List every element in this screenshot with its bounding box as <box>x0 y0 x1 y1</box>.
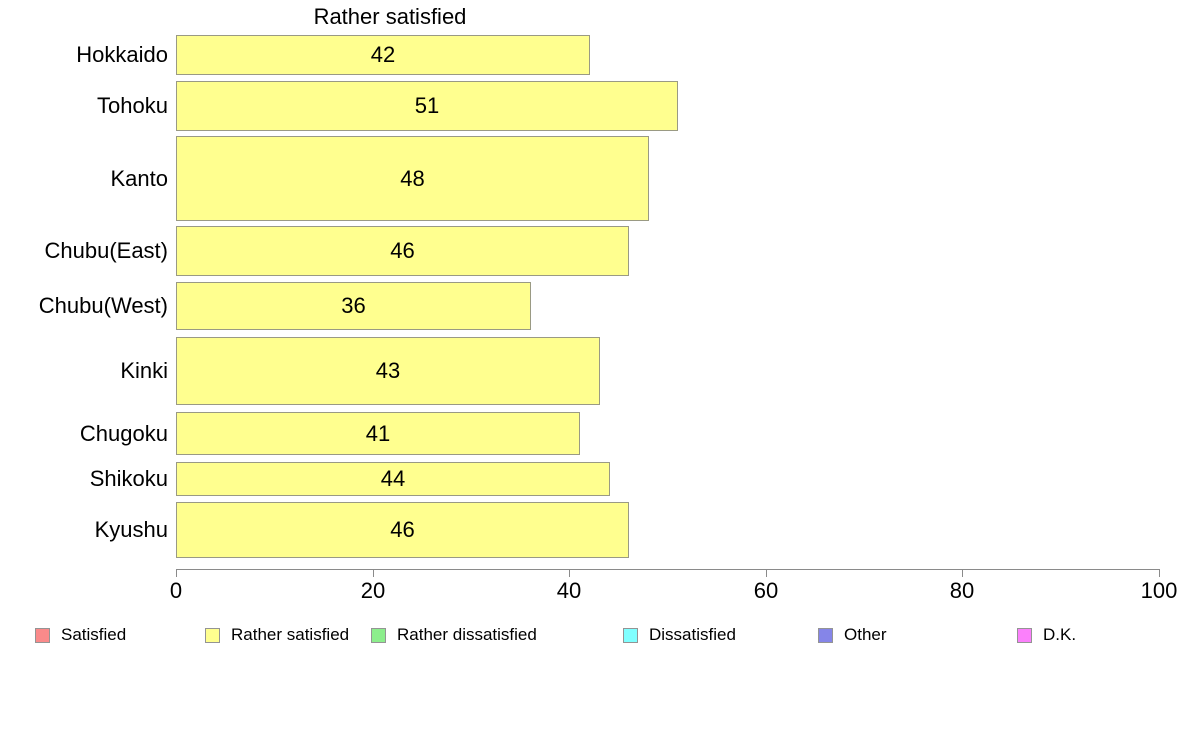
bar-value-label: 44 <box>380 466 406 491</box>
bar-tohoku: 51 <box>176 81 678 131</box>
category-label-chubu-east: Chubu(East) <box>44 238 168 263</box>
x-tick <box>176 569 177 577</box>
legend-label: Other <box>844 625 887 644</box>
category-label-chugoku: Chugoku <box>79 420 168 446</box>
chart-title: Rather satisfied <box>313 4 467 29</box>
legend-swatch-rather-dissatisfied <box>371 627 386 643</box>
legend-item-dissatisfied: Dissatisfied <box>623 625 736 644</box>
category-label-kyushu: Kyushu <box>94 517 168 542</box>
x-tick-label: 80 <box>949 578 975 603</box>
legend-swatch-dissatisfied <box>623 627 638 643</box>
legend-label: Satisfied <box>61 625 127 644</box>
x-tick <box>1159 569 1160 577</box>
legend-item-other: Other <box>818 625 887 644</box>
x-tick-label: 20 <box>360 578 386 603</box>
category-label-kinki: Kinki <box>120 358 168 383</box>
bar-value-label: 43 <box>375 358 401 383</box>
bar-value-label: 36 <box>341 293 366 318</box>
legend-swatch-dk <box>1017 627 1032 643</box>
x-tick <box>569 569 570 577</box>
bar-kinki: 43 <box>176 337 600 405</box>
bar-chugoku: 41 <box>176 412 580 455</box>
bar-chubu-west: 36 <box>176 282 531 330</box>
bar-value-label: 41 <box>365 420 391 446</box>
bar-value-label: 48 <box>400 165 425 191</box>
x-tick-label: 40 <box>556 578 582 603</box>
x-tick <box>766 569 767 577</box>
bar-value-label: 46 <box>390 517 415 542</box>
x-tick-label: 100 <box>1140 578 1178 603</box>
legend-swatch-satisfied <box>35 627 50 643</box>
bar-kanto: 48 <box>176 136 649 221</box>
x-tick <box>962 569 963 577</box>
category-label-hokkaido: Hokkaido <box>76 42 168 67</box>
legend-item-rather-satisfied: Rather satisfied <box>205 625 350 644</box>
legend-label: D.K. <box>1043 625 1077 644</box>
bar-hokkaido: 42 <box>176 35 590 75</box>
legend-swatch-rather-satisfied <box>205 627 220 643</box>
category-label-kanto: Kanto <box>110 165 169 191</box>
bar-kyushu: 46 <box>176 502 629 558</box>
bar-value-label: 46 <box>390 238 415 263</box>
legend-swatch-other <box>818 627 833 643</box>
legend-item-dk: D.K. <box>1017 625 1077 644</box>
legend-label: Rather dissatisfied <box>397 625 537 644</box>
legend-item-rather-dissatisfied: Rather dissatisfied <box>371 625 537 644</box>
category-label-tohoku: Tohoku <box>97 93 168 118</box>
category-label-chubu-west: Chubu(West) <box>38 293 168 318</box>
x-tick <box>373 569 374 577</box>
legend-label: Dissatisfied <box>649 625 736 644</box>
x-tick-label: 0 <box>169 578 183 603</box>
category-label-shikoku: Shikoku <box>89 466 168 491</box>
legend-label: Rather satisfied <box>231 625 350 644</box>
x-tick-label: 60 <box>753 578 779 603</box>
bar-value-label: 51 <box>414 93 440 118</box>
legend-item-satisfied: Satisfied <box>35 625 127 644</box>
x-axis-line <box>176 569 1160 570</box>
bar-shikoku: 44 <box>176 462 610 496</box>
bar-value-label: 42 <box>370 42 396 67</box>
bar-chubu-east: 46 <box>176 226 629 276</box>
